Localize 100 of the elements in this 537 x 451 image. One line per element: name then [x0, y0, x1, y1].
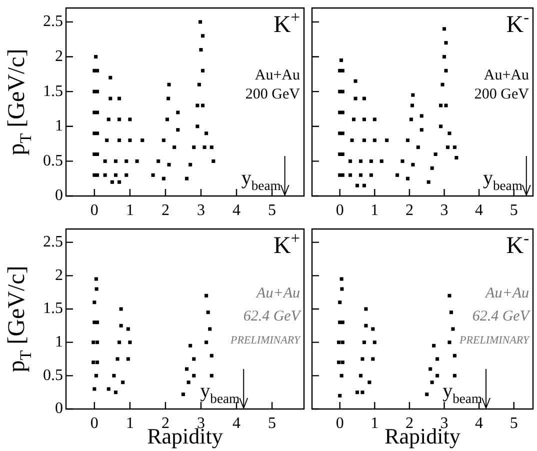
point: [181, 392, 185, 396]
point: [448, 132, 452, 136]
point: [348, 159, 352, 163]
point: [416, 145, 420, 150]
point: [208, 327, 212, 331]
point: [118, 340, 122, 344]
point: [192, 374, 196, 378]
point: [124, 173, 128, 177]
point: [362, 118, 366, 122]
point: [172, 145, 176, 150]
point: [400, 159, 404, 163]
x-tick-label: 0: [90, 414, 98, 432]
point: [95, 90, 100, 94]
x-tick-label: 1: [370, 202, 379, 219]
y-tick-label: 0: [55, 187, 63, 204]
x-tick-label: 2: [405, 202, 414, 219]
point: [140, 138, 144, 142]
annotation: 200 GeV: [474, 86, 530, 102]
point: [192, 145, 196, 150]
point: [360, 390, 364, 394]
point: [162, 138, 166, 142]
point: [119, 307, 123, 311]
point: [409, 118, 413, 122]
point: [128, 138, 132, 142]
point: [337, 340, 341, 344]
point: [352, 118, 356, 122]
point: [340, 90, 344, 94]
point: [92, 340, 96, 344]
point: [108, 76, 112, 80]
point: [411, 162, 415, 166]
point: [95, 340, 100, 344]
point: [185, 367, 189, 371]
point: [105, 138, 109, 142]
point: [440, 82, 444, 86]
point: [166, 96, 170, 100]
y-tick-label: 2: [55, 48, 63, 65]
point: [372, 138, 376, 142]
x-tick-label: 3: [196, 202, 205, 219]
point: [362, 138, 366, 142]
x-tick-label: 0: [336, 414, 344, 432]
point: [151, 173, 155, 177]
point: [340, 340, 344, 344]
point: [106, 118, 110, 122]
point: [95, 68, 100, 72]
point: [449, 310, 453, 314]
point: [92, 360, 96, 364]
point: [442, 54, 446, 59]
point: [358, 173, 362, 177]
point: [94, 374, 98, 378]
point: [354, 79, 358, 83]
point: [340, 360, 344, 364]
x-tick-label: 4: [232, 202, 241, 219]
point: [364, 324, 368, 328]
y-tick-label: 0: [55, 400, 63, 418]
point: [340, 374, 344, 378]
point: [176, 128, 180, 132]
point: [410, 104, 414, 108]
annotation: Au+Au: [484, 67, 530, 84]
y-tick-label: 2.5: [43, 234, 63, 251]
point: [444, 104, 448, 108]
point: [452, 145, 456, 150]
point: [204, 294, 208, 298]
point: [126, 327, 130, 331]
point: [369, 159, 373, 163]
point: [452, 354, 456, 358]
point: [196, 104, 200, 108]
point: [339, 58, 344, 62]
annotation: K+: [273, 228, 300, 259]
point: [442, 27, 446, 31]
x-tick-label: 0: [336, 202, 344, 219]
point: [188, 344, 192, 348]
point: [124, 159, 128, 163]
point: [128, 118, 132, 122]
x-tick-label: 5: [510, 414, 518, 432]
annotation: 62.4 GeV: [243, 308, 302, 324]
y-tick-label: 1.5: [43, 82, 63, 100]
annotation: 62.4 GeV: [472, 308, 531, 324]
point: [200, 68, 205, 72]
point: [439, 124, 443, 128]
point: [200, 34, 205, 38]
point: [192, 357, 196, 361]
point: [420, 128, 424, 132]
point: [103, 159, 107, 163]
point: [340, 320, 344, 324]
point: [118, 96, 122, 100]
point: [95, 360, 100, 364]
point: [368, 380, 372, 384]
point: [94, 277, 98, 281]
annotation: K-: [506, 228, 530, 259]
point: [372, 340, 376, 344]
x-tick-label: 2: [161, 202, 170, 219]
point: [204, 132, 208, 136]
point: [94, 287, 98, 291]
point: [135, 159, 139, 163]
point: [358, 159, 362, 163]
x-tick-label: 1: [126, 414, 134, 432]
y-tick-label: 0.5: [43, 366, 63, 384]
point: [116, 357, 120, 361]
annotation: Au+Au: [484, 285, 530, 302]
y-tick-label: 1: [55, 118, 63, 135]
